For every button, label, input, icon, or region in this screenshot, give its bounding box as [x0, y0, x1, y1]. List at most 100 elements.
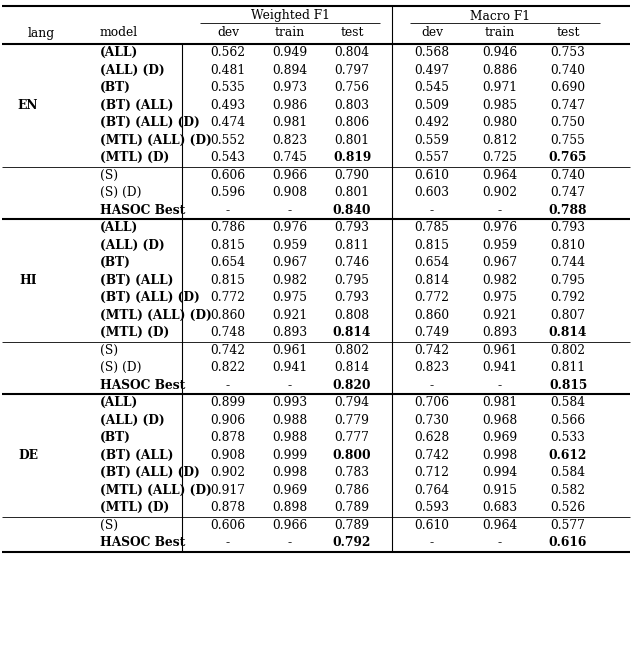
Text: 0.745: 0.745	[273, 151, 307, 164]
Text: (MTL) (D): (MTL) (D)	[100, 327, 169, 339]
Text: 0.545: 0.545	[415, 81, 449, 94]
Text: 0.742: 0.742	[211, 344, 246, 356]
Text: 0.802: 0.802	[550, 344, 586, 356]
Text: (MTL) (ALL) (D): (MTL) (ALL) (D)	[100, 134, 212, 147]
Text: 0.810: 0.810	[550, 239, 586, 252]
Text: dev: dev	[217, 27, 239, 39]
Text: 0.814: 0.814	[335, 361, 369, 374]
Text: 0.819: 0.819	[333, 151, 371, 164]
Text: 0.783: 0.783	[335, 466, 369, 479]
Text: Macro F1: Macro F1	[470, 9, 530, 23]
Text: 0.822: 0.822	[211, 361, 246, 374]
Text: 0.606: 0.606	[211, 169, 246, 182]
Text: 0.748: 0.748	[211, 327, 246, 339]
Text: 0.973: 0.973	[273, 81, 307, 94]
Text: 0.980: 0.980	[483, 116, 518, 129]
Text: 0.582: 0.582	[550, 483, 586, 497]
Text: (BT): (BT)	[100, 81, 131, 94]
Text: 0.946: 0.946	[483, 47, 518, 59]
Text: 0.793: 0.793	[335, 291, 369, 305]
Text: 0.756: 0.756	[335, 81, 369, 94]
Text: 0.893: 0.893	[273, 327, 308, 339]
Text: 0.985: 0.985	[483, 98, 518, 112]
Text: 0.988: 0.988	[273, 414, 308, 427]
Text: 0.765: 0.765	[549, 151, 587, 164]
Text: (MTL) (ALL) (D): (MTL) (ALL) (D)	[100, 309, 212, 322]
Text: 0.793: 0.793	[550, 221, 586, 234]
Text: Weighted F1: Weighted F1	[251, 9, 330, 23]
Text: 0.800: 0.800	[333, 449, 371, 462]
Text: 0.998: 0.998	[483, 449, 518, 462]
Text: (S) (D): (S) (D)	[100, 361, 141, 374]
Text: 0.740: 0.740	[550, 64, 586, 76]
Text: 0.981: 0.981	[273, 116, 308, 129]
Text: 0.497: 0.497	[415, 64, 449, 76]
Text: 0.967: 0.967	[273, 256, 308, 269]
Text: 0.606: 0.606	[211, 519, 246, 532]
Text: 0.801: 0.801	[335, 134, 369, 147]
Text: 0.988: 0.988	[273, 431, 308, 444]
Text: 0.815: 0.815	[415, 239, 449, 252]
Text: 0.811: 0.811	[335, 239, 369, 252]
Text: 0.755: 0.755	[550, 134, 586, 147]
Text: 0.795: 0.795	[550, 274, 586, 287]
Text: 0.474: 0.474	[211, 116, 246, 129]
Text: 0.584: 0.584	[550, 466, 586, 479]
Text: -: -	[288, 536, 292, 549]
Text: 0.961: 0.961	[273, 344, 308, 356]
Text: 0.878: 0.878	[211, 431, 246, 444]
Text: HI: HI	[19, 274, 37, 287]
Text: 0.921: 0.921	[273, 309, 308, 322]
Text: 0.986: 0.986	[273, 98, 308, 112]
Text: 0.975: 0.975	[273, 291, 307, 305]
Text: 0.967: 0.967	[483, 256, 518, 269]
Text: 0.982: 0.982	[273, 274, 308, 287]
Text: test: test	[340, 27, 364, 39]
Text: (BT): (BT)	[100, 256, 131, 269]
Text: 0.814: 0.814	[333, 327, 371, 339]
Text: 0.543: 0.543	[211, 151, 246, 164]
Text: 0.941: 0.941	[273, 361, 308, 374]
Text: 0.893: 0.893	[483, 327, 518, 339]
Text: 0.616: 0.616	[549, 536, 587, 549]
Text: 0.820: 0.820	[333, 379, 371, 392]
Text: 0.654: 0.654	[211, 256, 246, 269]
Text: 0.690: 0.690	[550, 81, 586, 94]
Text: 0.533: 0.533	[550, 431, 586, 444]
Text: -: -	[226, 536, 230, 549]
Text: 0.964: 0.964	[483, 169, 518, 182]
Text: 0.779: 0.779	[335, 414, 369, 427]
Text: 0.772: 0.772	[211, 291, 246, 305]
Text: 0.894: 0.894	[273, 64, 308, 76]
Text: HASOC Best: HASOC Best	[100, 203, 186, 217]
Text: 0.593: 0.593	[415, 501, 449, 514]
Text: 0.797: 0.797	[335, 64, 369, 76]
Text: 0.789: 0.789	[335, 501, 369, 514]
Text: 0.966: 0.966	[273, 519, 308, 532]
Text: 0.535: 0.535	[211, 81, 245, 94]
Text: (S): (S)	[100, 519, 118, 532]
Text: 0.610: 0.610	[415, 169, 449, 182]
Text: 0.969: 0.969	[273, 483, 308, 497]
Text: 0.898: 0.898	[273, 501, 308, 514]
Text: 0.902: 0.902	[211, 466, 246, 479]
Text: (ALL): (ALL)	[100, 396, 138, 409]
Text: 0.753: 0.753	[550, 47, 586, 59]
Text: 0.790: 0.790	[335, 169, 369, 182]
Text: 0.706: 0.706	[415, 396, 449, 409]
Text: 0.964: 0.964	[483, 519, 518, 532]
Text: 0.959: 0.959	[483, 239, 518, 252]
Text: (ALL) (D): (ALL) (D)	[100, 414, 164, 427]
Text: 0.915: 0.915	[483, 483, 518, 497]
Text: 0.628: 0.628	[414, 431, 450, 444]
Text: 0.577: 0.577	[550, 519, 586, 532]
Text: 0.596: 0.596	[211, 186, 246, 200]
Text: (BT) (ALL) (D): (BT) (ALL) (D)	[100, 291, 200, 305]
Text: 0.568: 0.568	[415, 47, 449, 59]
Text: 0.902: 0.902	[483, 186, 518, 200]
Text: 0.993: 0.993	[273, 396, 308, 409]
Text: (BT) (ALL) (D): (BT) (ALL) (D)	[100, 116, 200, 129]
Text: 0.908: 0.908	[211, 449, 246, 462]
Text: 0.886: 0.886	[483, 64, 518, 76]
Text: 0.941: 0.941	[483, 361, 518, 374]
